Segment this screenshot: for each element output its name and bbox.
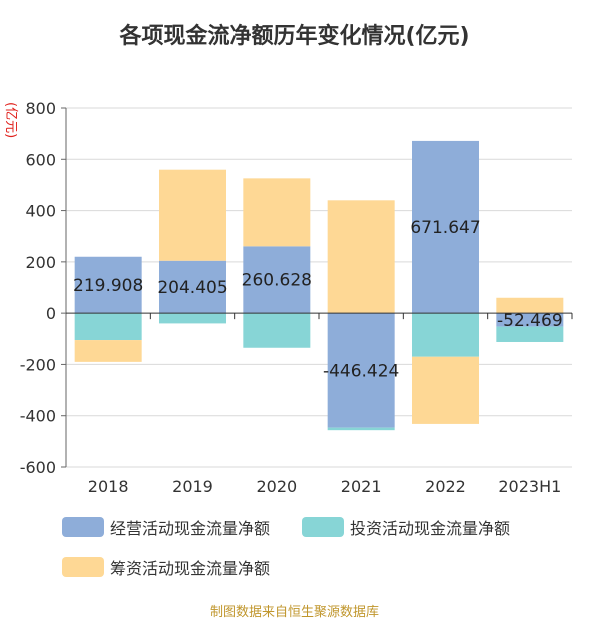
- gridlines: [66, 107, 572, 468]
- bar-segment-operating[interactable]: [412, 140, 479, 314]
- bars: [74, 140, 564, 431]
- bar-segment-operating[interactable]: [496, 313, 564, 327]
- legend-item-financing[interactable]: 筹资活动现金流量净额: [62, 555, 270, 579]
- y-tick-label: 600: [25, 150, 56, 169]
- x-tick-label: 2018: [88, 477, 129, 496]
- data-label: 204.405: [157, 278, 227, 298]
- y-tick-label: -400: [20, 407, 56, 426]
- legend-swatch-investing: [302, 517, 344, 537]
- bar-segment-financing[interactable]: [243, 178, 311, 247]
- bar-segment-investing[interactable]: [412, 313, 479, 357]
- bar-segment-investing[interactable]: [243, 313, 311, 348]
- legend-swatch-operating: [62, 517, 104, 537]
- bar-segment-investing[interactable]: [74, 313, 142, 341]
- x-tick-label: 2023H1: [498, 477, 561, 496]
- legend-item-operating[interactable]: 经营活动现金流量净额: [62, 515, 270, 539]
- axes: 800 600 400 200 0 -200 -400 -600 2018 2019 2020 202…: [20, 99, 573, 496]
- stacked-bar-chart: 800 600 400 200 0 -200 -400 -600 2018 2019 2020 202…: [20, 99, 573, 496]
- y-tick-label: -200: [20, 355, 56, 374]
- bar-segment-operating[interactable]: [159, 260, 226, 314]
- bar-segment-operating[interactable]: [327, 313, 395, 428]
- y-tick-label: 400: [25, 202, 56, 221]
- legend-label-operating: 经营活动现金流量净额: [110, 519, 271, 538]
- bar-segment-investing[interactable]: [159, 313, 226, 324]
- bar-segment-investing[interactable]: [327, 427, 395, 431]
- bar-segment-financing[interactable]: [74, 340, 142, 362]
- data-label: 260.628: [242, 271, 312, 291]
- data-label: -52.469: [497, 311, 563, 331]
- bar-segment-financing[interactable]: [412, 356, 479, 424]
- data-label: -446.424: [323, 361, 399, 381]
- legend-item-investing[interactable]: 投资活动现金流量净额: [302, 515, 510, 539]
- bar-segment-investing[interactable]: [496, 326, 564, 342]
- chart-title: 各项现金流净额历年变化情况(亿元): [119, 24, 470, 49]
- bar-segment-financing[interactable]: [496, 297, 564, 314]
- x-tick-label: 2020: [256, 477, 297, 496]
- bar-segment-financing[interactable]: [159, 169, 226, 261]
- bar-segment-operating[interactable]: [74, 256, 142, 314]
- y-tick-label: -600: [20, 458, 56, 477]
- bar-segment-financing[interactable]: [327, 200, 395, 314]
- y-tick-label: 800: [25, 99, 56, 118]
- legend-label-investing: 投资活动现金流量净额: [350, 519, 511, 538]
- data-label: 671.647: [410, 218, 480, 238]
- x-tick-label: 2022: [425, 477, 466, 496]
- legend-swatch-financing: [62, 557, 104, 577]
- data-label: 219.908: [73, 276, 143, 296]
- x-tick-label: 2019: [172, 477, 213, 496]
- source-footnote: 制图数据来自恒生聚源数据库: [209, 605, 379, 620]
- data-labels: 219.908 204.405 260.628 -446.424 671.647 -52.…: [73, 218, 563, 381]
- legend-label-financing: 筹资活动现金流量净额: [110, 559, 271, 578]
- bar-segment-operating[interactable]: [243, 246, 311, 314]
- x-tick-label: 2021: [341, 477, 382, 496]
- y-tick-label: 0: [46, 304, 56, 323]
- y-tick-label: 200: [25, 253, 56, 272]
